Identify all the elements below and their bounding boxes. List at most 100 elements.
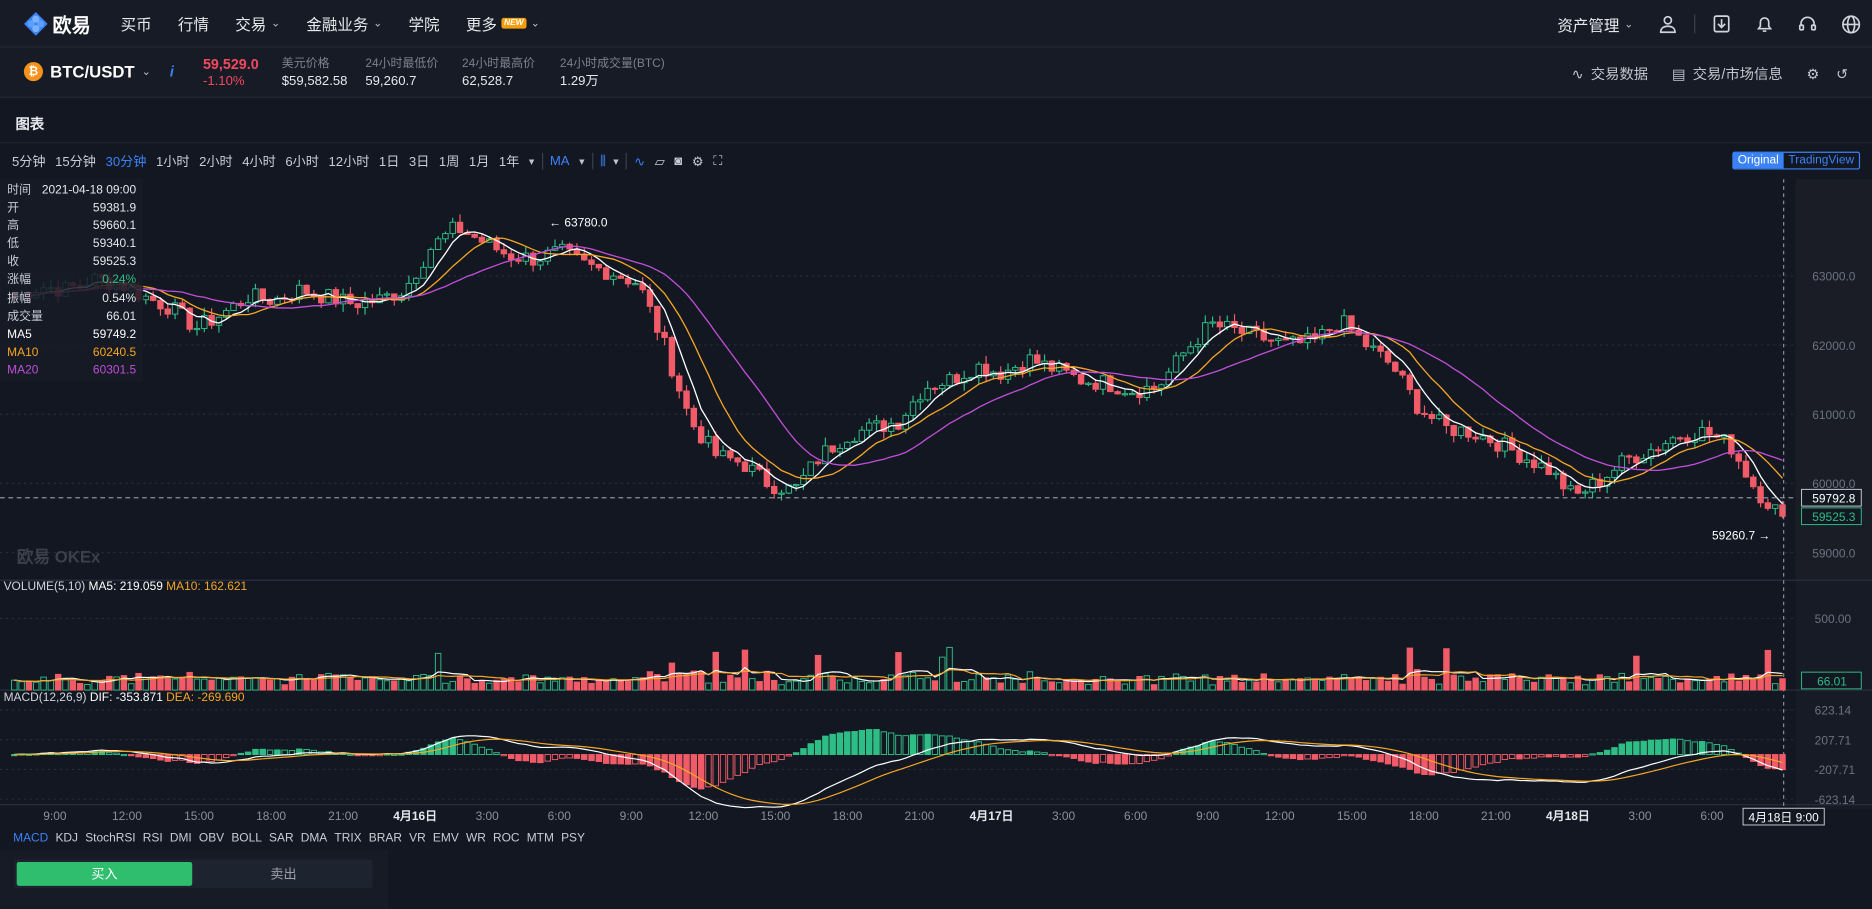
info-icon[interactable]: i bbox=[169, 63, 174, 80]
candle-body bbox=[1676, 437, 1684, 440]
timeframe-30m[interactable]: 30分钟 bbox=[105, 155, 147, 170]
original-view-button[interactable]: Original bbox=[1732, 152, 1784, 169]
price-chart[interactable]: 63000.0 62000.0 61000.0 60000.0 59000.0 59792… bbox=[0, 179, 1872, 826]
indicator-tab-wr[interactable]: WR bbox=[465, 831, 486, 845]
volume-bar bbox=[69, 680, 77, 691]
volume-bar bbox=[646, 671, 654, 691]
macd-histogram-bar bbox=[1538, 754, 1545, 758]
timeframe-1d[interactable]: 1日 bbox=[378, 155, 400, 170]
volume-bar bbox=[427, 675, 435, 691]
timeframe-5m[interactable]: 5分钟 bbox=[11, 155, 46, 170]
indicator-tab-dma[interactable]: DMA bbox=[300, 831, 328, 845]
amplitude-label: 振幅 bbox=[7, 291, 32, 306]
indicator-tab-psy[interactable]: PSY bbox=[561, 831, 585, 845]
candle-body bbox=[1012, 366, 1019, 371]
timeframe-1h[interactable]: 1小时 bbox=[155, 155, 190, 170]
timeframe-1w[interactable]: 1周 bbox=[438, 155, 460, 170]
download-icon[interactable] bbox=[1700, 0, 1743, 48]
fullscreen-icon[interactable]: ⛶ bbox=[713, 153, 723, 168]
timeframe-12h[interactable]: 12小时 bbox=[328, 155, 370, 170]
indicator-tab-rsi[interactable]: RSI bbox=[142, 831, 163, 845]
timeframe-15m[interactable]: 15分钟 bbox=[55, 155, 96, 170]
timeframe-4h[interactable]: 4小时 bbox=[242, 155, 276, 170]
candle-body bbox=[493, 238, 500, 251]
indicator-tab-vr[interactable]: VR bbox=[409, 831, 426, 845]
indicator-tab-roc[interactable]: ROC bbox=[493, 831, 520, 845]
headset-icon[interactable] bbox=[1786, 0, 1829, 48]
volume-bar bbox=[551, 680, 559, 691]
nav-markets[interactable]: 行情 bbox=[178, 12, 209, 35]
nav-academy[interactable]: 学院 bbox=[409, 12, 440, 35]
indicator-tab-brar[interactable]: BRAR bbox=[368, 831, 402, 845]
bell-icon[interactable] bbox=[1743, 0, 1786, 48]
volume-bar bbox=[1582, 684, 1589, 691]
candle-body bbox=[712, 435, 719, 457]
time-axis-label: 12:00 bbox=[112, 809, 142, 823]
indicator-tab-mtm[interactable]: MTM bbox=[526, 831, 554, 845]
timeframe-3d[interactable]: 3日 bbox=[408, 155, 430, 170]
globe-icon[interactable] bbox=[1829, 0, 1872, 48]
candle-body bbox=[1757, 486, 1764, 504]
nav-trade[interactable]: 交易 ⌄ bbox=[235, 12, 280, 35]
tradingview-button[interactable]: TradingView bbox=[1788, 154, 1855, 168]
time-axis-label: 4月16日 bbox=[393, 809, 437, 823]
ruler-icon[interactable]: ▱ bbox=[654, 154, 665, 169]
volume-bar bbox=[106, 675, 113, 691]
nav-asset-management[interactable]: 资产管理 ⌄ bbox=[1557, 13, 1633, 36]
volume-bar bbox=[763, 670, 771, 691]
nav-finance[interactable]: 金融业务 ⌄ bbox=[306, 12, 382, 35]
volume-bar bbox=[361, 677, 369, 691]
macd-histogram-bar bbox=[522, 754, 530, 762]
chevron-down-icon[interactable]: ▾ bbox=[613, 154, 619, 167]
ma-selector[interactable]: MA bbox=[549, 154, 570, 169]
macd-histogram-bar bbox=[347, 753, 354, 756]
buy-tab[interactable]: 买入 bbox=[16, 861, 193, 886]
indicator-tab-emv[interactable]: EMV bbox=[432, 831, 459, 845]
indicator-tab-boll[interactable]: BOLL bbox=[231, 831, 262, 845]
timeframe-1y[interactable]: 1年 bbox=[498, 155, 520, 170]
indicator-tab-obv[interactable]: OBV bbox=[198, 831, 225, 845]
volume-bar bbox=[303, 677, 310, 691]
nav-buy-crypto[interactable]: 买币 bbox=[121, 12, 152, 35]
indicator-tab-stochrsi[interactable]: StochRSI bbox=[85, 831, 136, 845]
indicator-icon[interactable]: ∿ bbox=[634, 154, 646, 169]
settings-icon[interactable]: ⚙ bbox=[1806, 65, 1820, 82]
settings-icon[interactable]: ⚙ bbox=[691, 154, 704, 169]
market-info-link[interactable]: 交易/市场信息 bbox=[1692, 65, 1783, 83]
trade-data-link[interactable]: 交易数据 bbox=[1590, 65, 1649, 83]
volume-bar bbox=[887, 674, 895, 691]
candle-body bbox=[427, 249, 435, 268]
timeframe-6h[interactable]: 6小时 bbox=[285, 155, 319, 170]
volume-bar bbox=[1779, 678, 1786, 691]
nav-more[interactable]: 更多 NEW ⌄ bbox=[466, 12, 540, 35]
volume-bar bbox=[1472, 677, 1479, 691]
indicator-tab-trix[interactable]: TRIX bbox=[334, 831, 362, 845]
timeframe-1mo[interactable]: 1月 bbox=[468, 155, 490, 170]
chevron-down-icon[interactable]: ▾ bbox=[528, 154, 535, 167]
camera-icon[interactable]: ◙ bbox=[674, 154, 683, 169]
candle-body bbox=[924, 387, 931, 401]
candle-body bbox=[478, 236, 486, 243]
timeframe-2h[interactable]: 2小时 bbox=[199, 155, 233, 170]
volume-bar bbox=[1545, 674, 1552, 691]
candle-body bbox=[909, 401, 917, 416]
indicator-tab-sar[interactable]: SAR bbox=[269, 831, 294, 845]
candle-type-icon[interactable]: ⫼ bbox=[599, 153, 607, 168]
macd-histogram-bar bbox=[303, 749, 310, 756]
okex-logo[interactable]: 欧易 bbox=[23, 9, 91, 38]
logo-icon bbox=[23, 11, 48, 36]
sell-tab[interactable]: 卖出 bbox=[270, 867, 297, 883]
time-axis-label: 18:00 bbox=[1409, 809, 1439, 823]
macd-histogram-bar bbox=[1582, 754, 1589, 757]
macd-histogram-bar bbox=[1450, 754, 1457, 773]
indicator-tab-kdj[interactable]: KDJ bbox=[55, 831, 79, 845]
candle-body bbox=[149, 295, 157, 301]
user-icon[interactable] bbox=[1646, 0, 1689, 48]
pair-selector[interactable]: ₿ BTC/USDT ⌄ i bbox=[23, 62, 174, 82]
indicator-tab-macd[interactable]: MACD bbox=[13, 831, 49, 845]
volume-bar bbox=[1662, 675, 1669, 691]
indicator-tab-dmi[interactable]: DMI bbox=[169, 831, 192, 845]
volume-bar bbox=[449, 680, 456, 691]
undo-icon[interactable]: ↺ bbox=[1836, 65, 1849, 82]
chevron-down-icon[interactable]: ▾ bbox=[579, 154, 585, 167]
